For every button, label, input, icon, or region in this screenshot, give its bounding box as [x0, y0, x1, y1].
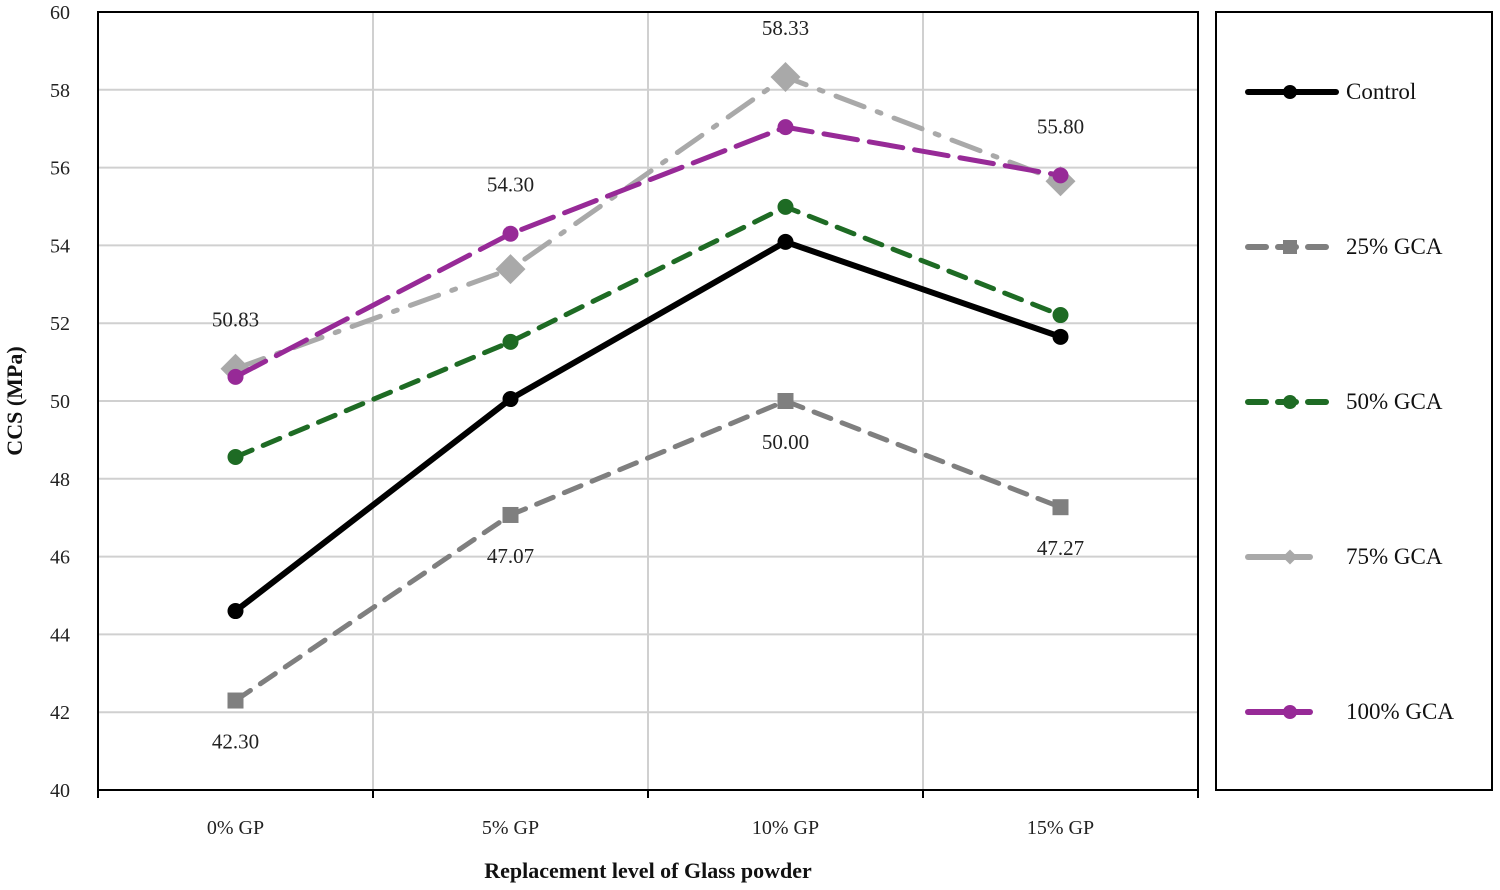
legend-marker [1283, 240, 1297, 254]
x-axis-label: Replacement level of Glass powder [484, 858, 812, 883]
y-axis-label: CCS (MPa) [2, 346, 27, 455]
data-point [1052, 499, 1069, 516]
series-line [233, 204, 1063, 460]
data-point [495, 254, 526, 285]
x-tick-label: 0% GP [207, 817, 264, 839]
data-point [1052, 328, 1069, 345]
series-group [220, 61, 1076, 709]
legend-label: 100% GCA [1346, 699, 1454, 724]
x-tick-label: 15% GP [1027, 817, 1094, 839]
data-point [502, 225, 519, 242]
data-point [502, 506, 519, 523]
y-tick-label: 60 [50, 2, 70, 24]
series-100-gca [227, 119, 1069, 385]
legend-marker [1282, 549, 1298, 565]
data-label: 54.30 [487, 173, 534, 197]
data-point [1052, 167, 1069, 184]
legend: Control 25% GCA 50% GCA 75% GCA 100% GCA [1245, 79, 1454, 724]
series-control [227, 233, 1069, 620]
data-label: 55.80 [1037, 114, 1084, 138]
series-line [233, 398, 1063, 704]
legend-label: 75% GCA [1346, 544, 1443, 569]
legend-label: 25% GCA [1346, 234, 1443, 259]
series-line [233, 74, 1063, 372]
data-point [502, 333, 519, 350]
legend-marker [1283, 395, 1297, 409]
data-label: 42.30 [212, 730, 259, 754]
data-point [227, 692, 244, 709]
legend-item: 25% GCA [1245, 234, 1443, 259]
series-line [232, 238, 1064, 615]
series-line [233, 124, 1063, 380]
axes: 40 42 44 46 48 50 52 54 56 58 60 0% GP 5% GP 10% GP 15… [50, 2, 1199, 839]
data-point [777, 393, 794, 409]
series-25-gca [227, 393, 1069, 709]
legend-item: 100% GCA [1245, 699, 1454, 724]
x-tick-label: 5% GP [482, 817, 539, 839]
y-tick-label: 44 [50, 624, 70, 646]
data-label: 47.07 [487, 544, 534, 568]
y-tick-label: 58 [50, 80, 70, 102]
legend-item: 75% GCA [1245, 544, 1443, 569]
y-tick-label: 48 [50, 469, 70, 491]
data-label: 58.33 [762, 16, 809, 40]
y-tick-label: 42 [50, 702, 70, 724]
y-tick-label: 50 [50, 391, 70, 413]
data-label: 50.00 [762, 430, 809, 454]
legend-label: 50% GCA [1346, 389, 1443, 414]
y-tick-label: 56 [50, 158, 70, 180]
data-point [770, 61, 801, 92]
data-point [502, 391, 519, 408]
data-point [227, 368, 244, 385]
data-label: 50.83 [212, 308, 259, 332]
x-tick-label: 10% GP [752, 817, 819, 839]
data-point [777, 198, 794, 215]
data-point [777, 119, 794, 136]
data-label: 47.27 [1037, 536, 1084, 560]
data-point [227, 603, 244, 620]
data-point [227, 449, 244, 466]
legend-marker [1283, 705, 1297, 719]
legend-label: Control [1346, 79, 1416, 104]
legend-marker [1283, 85, 1297, 99]
series-50-gca [227, 198, 1069, 466]
data-point [1052, 307, 1069, 324]
gridlines [98, 11, 1198, 791]
y-tick-label: 46 [50, 547, 70, 569]
legend-item: Control [1245, 79, 1416, 104]
y-tick-label: 52 [50, 313, 70, 335]
y-tick-label: 54 [50, 235, 70, 257]
legend-item: 50% GCA [1245, 389, 1443, 414]
data-point [777, 233, 794, 250]
y-tick-label: 40 [50, 780, 70, 802]
data-labels: 50.83 54.30 58.33 55.80 42.30 47.07 50.00 47.27 [212, 16, 1084, 754]
